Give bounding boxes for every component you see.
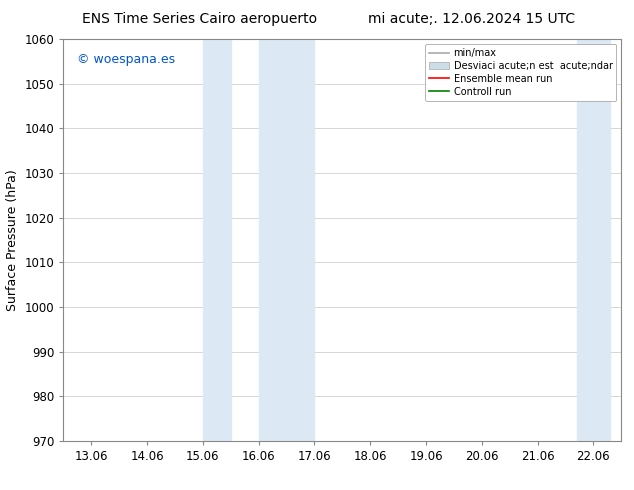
Text: © woespana.es: © woespana.es: [77, 53, 176, 66]
Bar: [577, 39, 610, 441]
Text: ENS Time Series Cairo aeropuerto: ENS Time Series Cairo aeropuerto: [82, 12, 318, 26]
Y-axis label: Surface Pressure (hPa): Surface Pressure (hPa): [6, 169, 19, 311]
Text: mi acute;. 12.06.2024 15 UTC: mi acute;. 12.06.2024 15 UTC: [368, 12, 575, 26]
Legend: min/max, Desviaci acute;n est  acute;ndar, Ensemble mean run, Controll run: min/max, Desviaci acute;n est acute;ndar…: [425, 44, 616, 100]
Bar: [259, 39, 314, 441]
Bar: [203, 39, 231, 441]
